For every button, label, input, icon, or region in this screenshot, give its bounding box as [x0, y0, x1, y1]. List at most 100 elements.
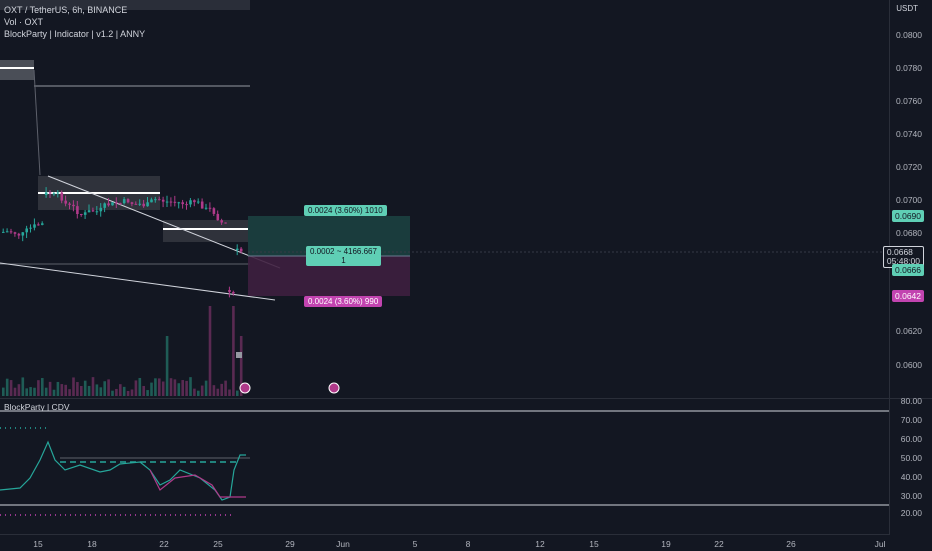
volume-bar	[177, 383, 181, 396]
candle-body	[239, 248, 243, 252]
time-label: 8	[465, 539, 471, 549]
volume-bar	[48, 381, 52, 396]
volume-bar	[91, 377, 95, 396]
volume-bar	[239, 336, 243, 396]
candle-body	[44, 192, 48, 195]
upper-price-tag: 0.0690	[892, 210, 924, 222]
candles-group	[2, 187, 243, 298]
time-axis[interactable]: 15 18 22 25 29 Jun 5 8 12 15 19 22 26 Ju…	[0, 534, 890, 551]
volume-bar	[216, 388, 220, 396]
volume-bar	[150, 382, 153, 396]
time-label: 15	[33, 539, 43, 549]
candle-body	[181, 202, 184, 205]
volume-bar	[2, 387, 5, 396]
candle-body	[236, 248, 239, 250]
candle-body	[5, 231, 9, 233]
candle-body	[99, 207, 103, 212]
volume-bar	[29, 387, 32, 396]
chart-legend: OXT / TetherUS, 6h, BINANCE Vol · OXT Bl…	[4, 4, 145, 40]
price-label: 0.0760	[896, 96, 922, 106]
volume-bar	[13, 387, 17, 396]
volume-bar	[142, 385, 145, 396]
candle-body	[60, 192, 64, 201]
volume-bar	[17, 384, 21, 396]
candle-body	[83, 212, 87, 215]
candle-body	[228, 290, 231, 292]
current-price-tag: 0.0668 05:48:00	[882, 246, 924, 268]
candle-body	[41, 223, 44, 225]
cdv-label: 80.00	[900, 396, 922, 406]
price-label: 0.0740	[896, 129, 922, 139]
time-label: 12	[535, 539, 545, 549]
candle-body	[2, 231, 5, 233]
cdv-axis[interactable]: 80.00 70.00 60.00 50.00 40.00 30.00 20.0…	[889, 396, 932, 534]
symbol-title: OXT / TetherUS, 6h, BINANCE	[4, 5, 128, 15]
entry-label-line2: 1	[341, 256, 346, 265]
volume-bar	[111, 390, 114, 396]
volume-bar	[5, 378, 9, 396]
volume-bar	[220, 383, 223, 396]
candle-body	[25, 228, 28, 233]
candle-body	[158, 199, 161, 201]
volume-bar	[9, 380, 13, 396]
volume-bar	[80, 385, 83, 396]
price-label: 0.0620	[896, 326, 922, 336]
volume-bar	[64, 384, 67, 396]
time-label: 26	[786, 539, 796, 549]
candle-body	[197, 201, 200, 203]
price-label: 0.0720	[896, 162, 922, 172]
candle-body	[13, 232, 17, 234]
volume-bar	[41, 378, 44, 396]
volume-bar	[236, 390, 239, 396]
candle-body	[9, 231, 13, 233]
volume-bar	[33, 387, 36, 396]
candle-body	[29, 227, 32, 229]
price-axis[interactable]: USDT 0.0800 0.0780 0.0760 0.0740 0.0720 …	[882, 0, 932, 410]
top-shade-panel	[0, 0, 250, 10]
volume-bar	[107, 379, 110, 396]
volume-bar	[87, 385, 91, 396]
time-label: 22	[159, 539, 169, 549]
time-label: 5	[412, 539, 418, 549]
volume-bar	[169, 378, 173, 396]
candle-body	[64, 200, 67, 204]
candle-body	[95, 211, 99, 213]
volume-bar	[56, 381, 60, 396]
bar-countdown: 05:48:00	[886, 256, 920, 266]
candle-body	[68, 203, 71, 205]
volume-bar	[60, 384, 64, 396]
volume-bar	[72, 377, 75, 396]
candle-body	[134, 203, 138, 205]
volume-bar	[37, 380, 40, 396]
candle-body	[37, 224, 40, 226]
gray-zone-3	[163, 220, 248, 242]
volume-bar	[95, 384, 99, 396]
candle-body	[72, 204, 75, 207]
candle-body	[177, 202, 181, 204]
volume-bar	[228, 389, 231, 396]
currency-label: USDT	[896, 4, 918, 13]
volume-bar	[126, 390, 130, 396]
volume-bar	[103, 381, 106, 396]
price-label: 0.0680	[896, 228, 922, 238]
candle-body	[80, 214, 83, 216]
candle-body	[169, 201, 173, 203]
time-label: 25	[213, 539, 223, 549]
candle-body	[138, 203, 142, 205]
candle-body	[212, 208, 216, 214]
current-price: 0.0668	[886, 247, 913, 257]
volume-bar	[161, 381, 165, 396]
volume-bar	[232, 306, 235, 396]
target-label: 0.0024 (3.60%) 1010	[304, 205, 387, 216]
volume-bar	[165, 336, 169, 396]
cdv-label: 70.00	[900, 415, 922, 425]
pane-divider[interactable]	[0, 398, 932, 399]
candle-body	[91, 210, 95, 212]
candle-body	[146, 202, 149, 207]
cdv-title: BlockParty | CDV	[4, 402, 70, 412]
volume-bar	[52, 389, 56, 396]
event-marker-1	[239, 382, 251, 394]
time-label: 29	[285, 539, 295, 549]
cdv-series	[0, 440, 246, 501]
